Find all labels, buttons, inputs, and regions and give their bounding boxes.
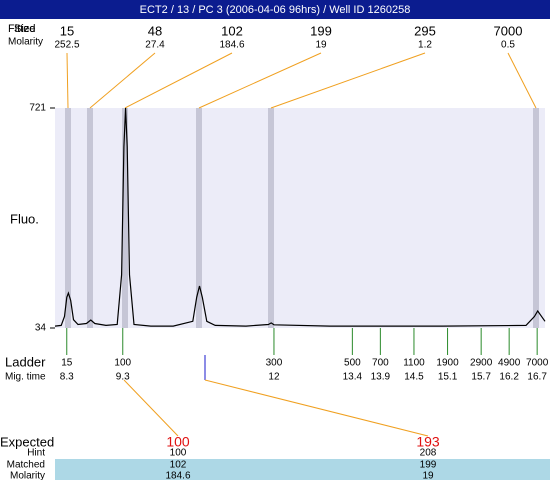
ladder-label: Mig. time	[5, 372, 46, 383]
ladder-label: Ladder	[5, 354, 46, 369]
mig-time: 13.9	[371, 372, 391, 383]
expected-value: 100	[166, 434, 190, 450]
peak-band	[87, 108, 93, 328]
mig-time: 16.7	[527, 372, 547, 383]
expected-value: 193	[416, 434, 440, 450]
ladder-size: 1100	[403, 358, 425, 369]
title-bar	[0, 0, 550, 19]
peak-molarity: 1.2	[418, 40, 432, 51]
mig-time: 15.1	[438, 372, 458, 383]
mig-time: 9.3	[116, 372, 130, 383]
peak-molarity: 184.6	[219, 40, 244, 51]
hint-value: 100	[170, 448, 187, 459]
y-tick-label: 721	[29, 103, 46, 114]
ladder-size: 4900	[498, 358, 521, 369]
expected-label: Expected	[0, 434, 54, 449]
row-label: Hint	[27, 448, 45, 459]
peak-size: 48	[148, 23, 162, 38]
mig-time: 13.4	[343, 372, 363, 383]
molarity-value: 19	[422, 471, 434, 480]
header-label: Molarity	[8, 37, 43, 48]
matched-band	[55, 459, 550, 480]
ladder-size: 300	[266, 358, 283, 369]
peak-link	[89, 52, 156, 109]
hint-value: 208	[420, 448, 437, 459]
ladder-size: 2900	[470, 358, 493, 369]
header-label: Size	[14, 23, 35, 35]
ladder-size: 15	[61, 358, 73, 369]
peak-band	[122, 108, 128, 328]
trace	[54, 107, 546, 327]
matched-value: 199	[420, 460, 437, 471]
ladder-size: 7000	[526, 358, 549, 369]
header-label: Fitted	[8, 23, 36, 35]
mig-time: 14.5	[404, 372, 424, 383]
y-tick-label: 34	[35, 323, 47, 334]
peak-band	[533, 108, 539, 328]
peak-size: 295	[414, 23, 436, 38]
y-axis-label: Fluo.	[10, 211, 39, 226]
peak-band	[65, 108, 71, 328]
molarity-value: 184.6	[165, 471, 190, 480]
title: ECT2 / 13 / PC 3 (2006-04-06 96hrs) / We…	[140, 4, 411, 16]
peak-size: 7000	[494, 23, 523, 38]
peak-molarity: 252.5	[54, 40, 79, 51]
peak-link	[66, 52, 69, 109]
ladder-size: 1900	[436, 358, 459, 369]
plot-area	[55, 108, 545, 328]
ladder-size: 100	[114, 358, 131, 369]
row-label: Molarity	[10, 471, 45, 480]
peak-link	[507, 52, 537, 109]
peak-link	[270, 52, 426, 109]
ladder-size: 500	[344, 358, 361, 369]
peak-band	[268, 108, 274, 328]
mig-time: 8.3	[60, 372, 74, 383]
mig-time: 16.2	[499, 372, 519, 383]
mig-time: 12	[268, 372, 280, 383]
ladder-size: 700	[372, 358, 389, 369]
peak-molarity: 27.4	[145, 40, 165, 51]
peak-size: 102	[221, 23, 243, 38]
peak-link	[124, 52, 233, 109]
mig-time: 15.7	[471, 372, 491, 383]
peak-molarity: 0.5	[501, 40, 515, 51]
peak-size: 199	[310, 23, 332, 38]
matched-value: 102	[170, 460, 187, 471]
peak-link	[198, 52, 322, 109]
peak-band	[196, 108, 202, 328]
row-label: Matched	[7, 460, 45, 471]
peak-size: 15	[60, 23, 74, 38]
expected-link	[204, 379, 429, 437]
peak-molarity: 19	[315, 40, 327, 51]
expected-link	[123, 379, 179, 437]
